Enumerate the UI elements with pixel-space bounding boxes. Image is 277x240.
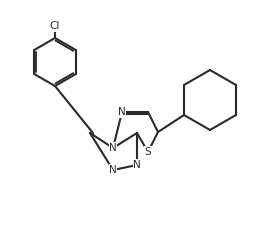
Text: N: N <box>109 165 117 175</box>
Text: N: N <box>133 160 141 170</box>
Text: N: N <box>118 107 126 117</box>
Text: N: N <box>109 143 117 153</box>
Text: Cl: Cl <box>50 21 60 31</box>
Text: S: S <box>145 147 151 157</box>
